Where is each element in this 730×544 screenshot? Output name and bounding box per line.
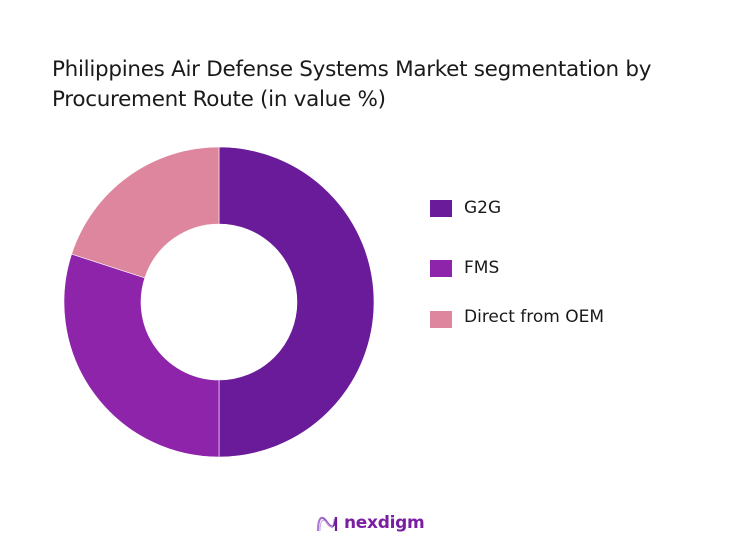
legend-item-g2g: G2G — [430, 198, 501, 218]
legend-swatch — [430, 311, 452, 328]
nexdigm-wave-logo-icon — [316, 516, 338, 532]
legend-label: Direct from OEM — [464, 306, 605, 327]
legend-item-fms: FMS — [430, 258, 499, 278]
legend-label: FMS — [464, 258, 500, 278]
donut-slice-direct-from-oem — [71, 146, 220, 279]
legend-item-direct-from-oem: Direct from OEM — [430, 305, 604, 328]
brand-name: nexdigm — [344, 513, 425, 533]
donut-slice-g2g — [218, 146, 375, 458]
legend-label: G2G — [464, 198, 502, 218]
chart-title: Philippines Air Defense Systems Market s… — [52, 57, 652, 112]
footer-brand: nexdigm — [316, 513, 425, 533]
legend-swatch — [430, 259, 452, 277]
legend-swatch — [430, 199, 452, 217]
donut-slices — [63, 146, 375, 458]
donut-slice-fms — [63, 253, 220, 458]
